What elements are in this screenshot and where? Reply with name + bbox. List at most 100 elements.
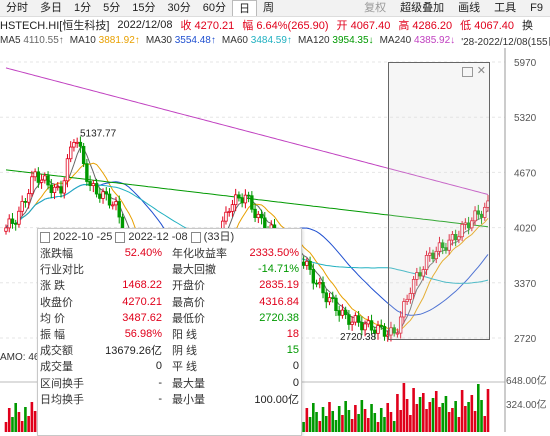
range-stats-popup: 2022-10 -25 2022-12 -08 (33日) 涨跌幅 52.40% 年…	[37, 228, 302, 436]
menu-item-1[interactable]: 超级叠加	[400, 2, 445, 14]
window-icon[interactable]	[462, 67, 473, 77]
tab-2[interactable]: 1分	[74, 2, 92, 14]
low-price: 低 4067.40	[460, 20, 514, 32]
volume-bar	[441, 403, 445, 432]
stat-label: 开盘价	[172, 280, 205, 293]
menu-item-0[interactable]: 复权	[364, 2, 387, 14]
ma-item-ma30: MA30 3554.48↑	[145, 34, 216, 46]
tab-7[interactable]: 日	[232, 0, 257, 16]
tab-3[interactable]: 5分	[103, 2, 121, 14]
price-axis: 5970 5320 4670 4020 3370 2720 648.00亿 324.00亿 AM…	[0, 48, 547, 432]
range-selection-box[interactable]: ✕	[388, 62, 490, 340]
tab-4[interactable]: 15分	[132, 2, 156, 14]
volume-bar	[20, 421, 24, 432]
candle-body	[104, 191, 108, 195]
candle-body	[224, 211, 228, 222]
stat-value: 0	[292, 360, 299, 373]
stats-row: 日均换手 - 最小量 100.00亿	[38, 391, 301, 407]
candle-body	[253, 208, 257, 219]
stat-label: 年化收益率	[172, 248, 227, 261]
volume-bar	[331, 411, 335, 432]
stat-value: 0	[292, 376, 299, 389]
volume-bar	[11, 417, 14, 432]
tab-8[interactable]: 周	[263, 2, 274, 14]
candle-body	[424, 254, 429, 270]
volume-bar	[376, 422, 380, 432]
candle-body	[4, 227, 8, 232]
candle-body	[447, 239, 451, 251]
candle-body	[56, 186, 60, 189]
volume-bar	[392, 421, 396, 432]
volume-bar	[473, 411, 477, 432]
menu-item-2[interactable]: 画线	[458, 2, 481, 14]
volume-bar	[399, 410, 402, 432]
candle-body	[10, 218, 15, 224]
candle-body	[347, 314, 351, 325]
candle-body	[72, 142, 76, 148]
volume-bar	[30, 402, 34, 432]
annotations: 5137.77 2720.38	[80, 129, 377, 343]
tab-1[interactable]: 多日	[40, 2, 62, 14]
menu-item-3[interactable]: 工具	[494, 2, 517, 14]
volume-bar	[318, 421, 322, 432]
volume-bar	[357, 414, 360, 432]
volume-bar	[486, 389, 490, 432]
candle-body	[470, 220, 474, 229]
stats-row: 收盘价 4270.21 最高价 4316.84	[38, 294, 301, 310]
candle-body	[386, 334, 390, 337]
tab-0[interactable]: 分时	[6, 2, 28, 14]
volume-bar	[470, 395, 474, 432]
range-label: '28-2022/12/08(155日)	[461, 36, 550, 48]
ma-item-ma60: MA60 3484.59↑	[221, 34, 292, 46]
tab-5[interactable]: 30分	[167, 2, 191, 14]
candle-body	[408, 293, 413, 300]
stats-table: 涨跌幅 52.40% 年化收益率 2333.50% 行业对比 最大回撤 -14.71% 涨 跌…	[38, 245, 301, 407]
candle-body	[437, 242, 442, 252]
stats-row: 均 价 3487.62 最低价 2720.38	[38, 310, 301, 326]
candle-body	[65, 158, 70, 182]
volume-bar	[460, 390, 464, 432]
calendar-icon[interactable]	[190, 231, 201, 243]
candle-body	[101, 191, 105, 199]
candle-body	[463, 222, 468, 225]
date-label: 2022/12/08	[117, 19, 173, 31]
volume-bar	[305, 408, 309, 432]
stat-label: 最大量	[172, 377, 205, 390]
candle-body	[81, 145, 86, 165]
stat-label: 日均换手	[40, 393, 84, 406]
volume-bar	[444, 396, 448, 432]
stat-label: 成交额	[40, 345, 73, 358]
candle-body	[85, 163, 89, 182]
candle-body	[398, 316, 403, 334]
candle-body	[431, 252, 435, 260]
candle-body	[460, 223, 464, 238]
candle-body	[343, 309, 348, 316]
stat-label: 阴 线	[172, 345, 198, 358]
candle-body	[59, 186, 63, 194]
volume-bar	[324, 416, 328, 432]
stat-value: 2333.50%	[249, 247, 299, 260]
stat-label: 涨跌幅	[40, 248, 73, 261]
ma-indicator-bar: MA5 4110.55↑ MA10 3881.92↑ MA30 3554.48↑ MA…	[0, 32, 550, 48]
candle-body	[43, 175, 47, 181]
price-tick: 4020	[514, 224, 537, 235]
candle-body	[243, 194, 248, 204]
volume-bar	[360, 400, 364, 432]
close-icon[interactable]: ✕	[476, 65, 486, 77]
turnover-label: 换	[522, 20, 533, 32]
candle-body	[476, 210, 480, 215]
volume-bar	[412, 388, 415, 432]
candle-body	[418, 272, 422, 277]
calendar-icon[interactable]	[115, 231, 126, 243]
menu-item-4[interactable]: F9	[530, 2, 543, 14]
volume-bar	[428, 402, 432, 432]
stats-row: 涨跌幅 52.40% 年化收益率 2333.50%	[38, 245, 301, 261]
volume-bar	[464, 406, 467, 432]
symbol-label[interactable]: HSTECH.HI[恒生科技]	[0, 20, 110, 32]
ma-item-ma5: MA5 4110.55↑	[0, 34, 64, 46]
volume-bar	[337, 406, 341, 432]
candle-body	[301, 261, 306, 266]
stat-value: 4316.84	[259, 295, 299, 308]
tab-6[interactable]: 60分	[202, 2, 226, 14]
calendar-icon[interactable]	[40, 231, 50, 243]
